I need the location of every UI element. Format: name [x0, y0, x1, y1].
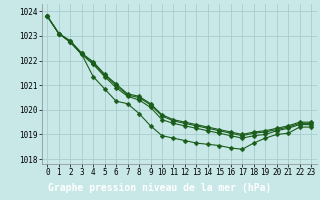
Text: Graphe pression niveau de la mer (hPa): Graphe pression niveau de la mer (hPa)	[48, 183, 272, 193]
